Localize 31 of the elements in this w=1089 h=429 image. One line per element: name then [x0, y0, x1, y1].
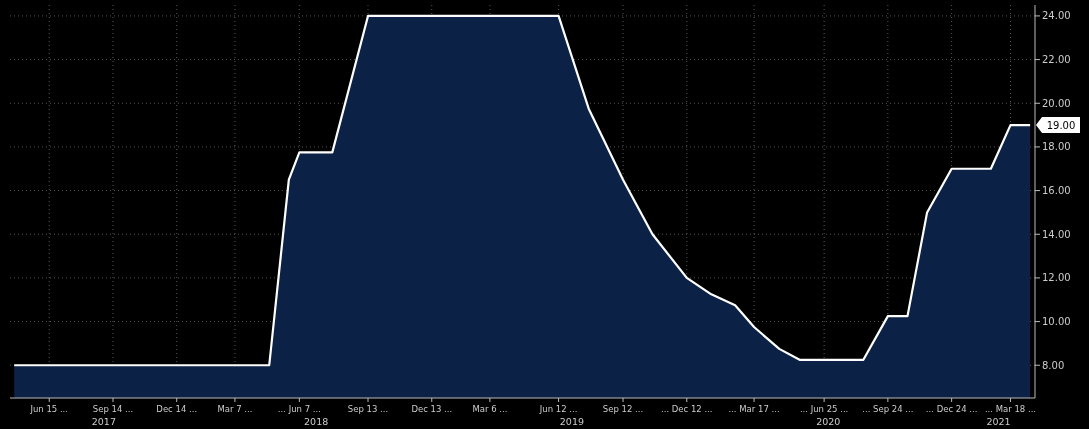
- x2-tick-label: 2019: [559, 416, 584, 427]
- x-tick-label: Dec 13 ...: [411, 404, 453, 414]
- data-label: 19.00: [1046, 120, 1076, 132]
- x-tick-label: ... Jun 7 ...: [277, 404, 321, 414]
- y-tick-label: 18.00: [1042, 141, 1071, 153]
- x-tick-label: ... Jun 25 ...: [799, 404, 849, 414]
- x-tick-label: ... Sep 24 ...: [862, 404, 914, 414]
- x2-tick-label: 2017: [91, 416, 116, 427]
- x-tick-label: Mar 7 ...: [217, 404, 253, 414]
- x2-tick-label: 2018: [304, 416, 329, 427]
- x2-tick-label: 2021: [986, 416, 1011, 427]
- x-tick-label: Sep 14 ...: [92, 404, 134, 414]
- x-tick-label: ... Mar 18 ...: [984, 404, 1037, 414]
- x-tick-label: ... Dec 24 ...: [925, 404, 978, 414]
- x2-tick-label: 2020: [816, 416, 841, 427]
- x-tick-label: Sep 13 ...: [347, 404, 389, 414]
- x-tick-label: Jun 12 ...: [538, 404, 578, 414]
- y-tick-label: 16.00: [1042, 185, 1071, 197]
- x-tick-label: ... Mar 17 ...: [728, 404, 780, 414]
- y-tick-label: 24.00: [1042, 10, 1071, 22]
- x-tick-label: Mar 6 ...: [472, 404, 508, 414]
- x-tick-label: Dec 14 ...: [156, 404, 198, 414]
- x-tick-label: ... Dec 12 ...: [661, 404, 713, 414]
- y-tick-label: 14.00: [1042, 228, 1071, 240]
- y-tick-label: 22.00: [1042, 54, 1071, 66]
- y-tick-label: 8.00: [1042, 359, 1065, 371]
- x-tick-label: Jun 15 ...: [29, 404, 69, 414]
- y-tick-label: 12.00: [1042, 272, 1071, 284]
- y-tick-label: 10.00: [1042, 316, 1071, 328]
- x-tick-label: Sep 12 ...: [602, 404, 644, 414]
- y-tick-label: 20.00: [1042, 97, 1071, 109]
